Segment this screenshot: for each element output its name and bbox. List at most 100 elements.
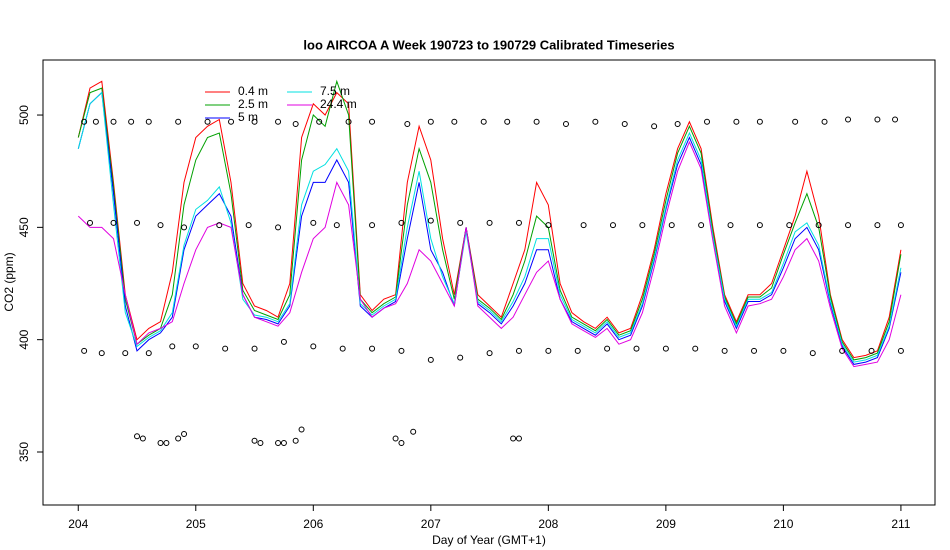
calibration-point [639, 222, 646, 229]
calibration-point [727, 222, 734, 229]
calibration-point [815, 222, 822, 229]
calibration-point [427, 217, 434, 224]
calibration-point [181, 431, 188, 438]
calibration-point [204, 118, 211, 125]
calibration-point [398, 440, 405, 447]
calibration-point [545, 222, 552, 229]
calibration-point [251, 345, 258, 352]
calibration-point [580, 222, 587, 229]
legend-label: 24.4 m [320, 97, 357, 111]
calibration-point [110, 219, 117, 226]
calibration-point [457, 354, 464, 361]
calibration-point [245, 222, 252, 229]
calibration-point [504, 118, 511, 125]
y-axis-label: CO2 (ppm) [2, 252, 16, 311]
calibration-point [310, 219, 317, 226]
calibration-point [809, 350, 816, 357]
calibration-point [756, 118, 763, 125]
calibration-point [333, 222, 340, 229]
calibration-point [134, 219, 141, 226]
calibration-point [392, 435, 399, 442]
calibration-point [81, 118, 88, 125]
series-line [77, 80, 902, 359]
calibration-point [897, 222, 904, 229]
calibration-point [169, 343, 176, 350]
legend-label: 2.5 m [238, 97, 268, 111]
y-tick-label: 450 [17, 217, 31, 237]
calibration-point [892, 116, 899, 123]
x-tick-label: 206 [303, 517, 323, 531]
x-tick-label: 209 [656, 517, 676, 531]
calibration-point [157, 222, 164, 229]
x-tick-label: 210 [773, 517, 793, 531]
calibration-point [545, 347, 552, 354]
calibration-point [251, 437, 258, 444]
calibration-point [280, 440, 287, 447]
calibration-point [845, 116, 852, 123]
calibration-point [369, 222, 376, 229]
y-tick-label: 500 [17, 105, 31, 125]
calibration-point [721, 347, 728, 354]
x-tick-label: 208 [538, 517, 558, 531]
y-tick-label: 400 [17, 329, 31, 349]
calibration-point [175, 435, 182, 442]
calibration-point [92, 118, 99, 125]
calibration-point [257, 440, 264, 447]
calibration-point [897, 347, 904, 354]
calibration-point [87, 219, 94, 226]
calibration-point [316, 118, 323, 125]
calibration-point [692, 345, 699, 352]
x-tick-label: 204 [68, 517, 88, 531]
series-line [77, 91, 902, 365]
calibration-point [139, 435, 146, 442]
series-line [77, 140, 902, 368]
calibration-point [251, 118, 258, 125]
calibration-point [181, 224, 188, 231]
calibration-point [733, 118, 740, 125]
x-tick-label: 207 [421, 517, 441, 531]
calibration-point [275, 440, 282, 447]
calibration-point [134, 433, 141, 440]
calibration-point [874, 222, 881, 229]
calibration-point [292, 121, 299, 128]
x-tick-label: 205 [186, 517, 206, 531]
calibration-point [651, 123, 658, 130]
calibration-point [427, 118, 434, 125]
calibration-point [145, 350, 152, 357]
legend-label: 5 m [238, 110, 258, 124]
calibration-point [345, 118, 352, 125]
calibration-point [604, 345, 611, 352]
calibration-point [786, 222, 793, 229]
calibration-point [298, 426, 305, 433]
calibration-point [310, 343, 317, 350]
calibration-point [662, 345, 669, 352]
calibration-point [81, 347, 88, 354]
calibration-point [163, 440, 170, 447]
calibration-point [398, 219, 405, 226]
calibration-point [222, 345, 229, 352]
calibration-point [821, 118, 828, 125]
calibration-point [868, 347, 875, 354]
calibration-point [704, 118, 711, 125]
calibration-point [562, 121, 569, 128]
chart-title: loo AIRCOA A Week 190723 to 190729 Calib… [303, 37, 674, 52]
calibration-point [533, 118, 540, 125]
calibration-point [839, 347, 846, 354]
calibration-point [122, 350, 129, 357]
calibration-point [228, 118, 235, 125]
calibration-point [457, 219, 464, 226]
calibration-point [398, 347, 405, 354]
calibration-point [486, 219, 493, 226]
calibration-point [98, 350, 105, 357]
calibration-point [157, 440, 164, 447]
calibration-point [275, 224, 282, 231]
calibration-point [339, 345, 346, 352]
calibration-point [110, 118, 117, 125]
calibration-point [480, 118, 487, 125]
calibration-point [128, 118, 135, 125]
calibration-point [698, 222, 705, 229]
x-axis-label: Day of Year (GMT+1) [432, 533, 546, 547]
calibration-point [486, 350, 493, 357]
calibration-point [175, 118, 182, 125]
